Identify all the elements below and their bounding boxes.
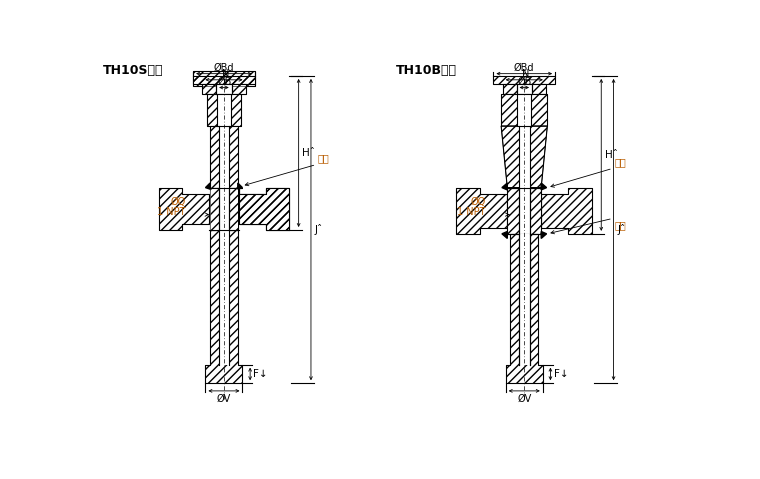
Bar bbox=[517, 84, 532, 94]
Polygon shape bbox=[457, 188, 508, 234]
Polygon shape bbox=[502, 183, 508, 190]
Text: ØV: ØV bbox=[217, 394, 231, 404]
Text: N: N bbox=[522, 69, 530, 79]
Text: Hˆ: Hˆ bbox=[605, 150, 618, 160]
Polygon shape bbox=[502, 231, 508, 239]
Bar bbox=[519, 234, 530, 365]
Text: ØB: ØB bbox=[217, 77, 232, 87]
Text: ØV: ØV bbox=[517, 394, 531, 404]
Polygon shape bbox=[210, 188, 238, 230]
Text: 焊缝: 焊缝 bbox=[614, 220, 626, 230]
Text: ØB: ØB bbox=[518, 77, 532, 87]
Polygon shape bbox=[493, 76, 555, 84]
Bar bbox=[518, 94, 531, 126]
Polygon shape bbox=[159, 188, 208, 230]
Bar bbox=[219, 188, 230, 230]
Polygon shape bbox=[239, 188, 290, 230]
Text: Jˆ: Jˆ bbox=[617, 225, 625, 236]
Polygon shape bbox=[205, 183, 210, 189]
Bar bbox=[519, 188, 530, 234]
Polygon shape bbox=[205, 230, 242, 383]
Text: ØQ: ØQ bbox=[470, 197, 486, 207]
Text: ØBd: ØBd bbox=[514, 63, 534, 73]
Polygon shape bbox=[193, 76, 255, 84]
Text: ØBd: ØBd bbox=[214, 63, 234, 73]
Polygon shape bbox=[501, 94, 547, 126]
Text: 焊缝: 焊缝 bbox=[614, 157, 626, 167]
Polygon shape bbox=[541, 183, 546, 190]
Bar bbox=[519, 126, 530, 365]
Polygon shape bbox=[238, 183, 242, 189]
Polygon shape bbox=[210, 126, 238, 188]
Bar bbox=[219, 126, 230, 365]
Text: 焊缝: 焊缝 bbox=[318, 153, 330, 163]
Text: Hˆ: Hˆ bbox=[302, 148, 315, 158]
Text: TH10S设计: TH10S设计 bbox=[103, 64, 163, 78]
Text: Jˆ: Jˆ bbox=[315, 225, 323, 236]
Polygon shape bbox=[541, 188, 592, 234]
Text: ØQ: ØQ bbox=[170, 197, 185, 207]
Text: N: N bbox=[222, 69, 230, 79]
Polygon shape bbox=[202, 84, 245, 94]
Polygon shape bbox=[501, 126, 547, 188]
Bar bbox=[210, 188, 238, 230]
Bar bbox=[217, 94, 231, 126]
Polygon shape bbox=[505, 234, 543, 383]
Polygon shape bbox=[541, 231, 546, 239]
Text: F↓: F↓ bbox=[553, 369, 568, 379]
Polygon shape bbox=[207, 94, 241, 126]
Text: 1 NPT: 1 NPT bbox=[458, 207, 486, 217]
Text: TH10B设计: TH10B设计 bbox=[396, 64, 457, 78]
Polygon shape bbox=[502, 84, 546, 94]
Polygon shape bbox=[193, 70, 255, 86]
Polygon shape bbox=[239, 188, 290, 230]
Text: 1 NPT: 1 NPT bbox=[157, 207, 185, 217]
Text: F↓: F↓ bbox=[253, 369, 268, 379]
Bar bbox=[217, 84, 232, 94]
Polygon shape bbox=[508, 188, 541, 234]
